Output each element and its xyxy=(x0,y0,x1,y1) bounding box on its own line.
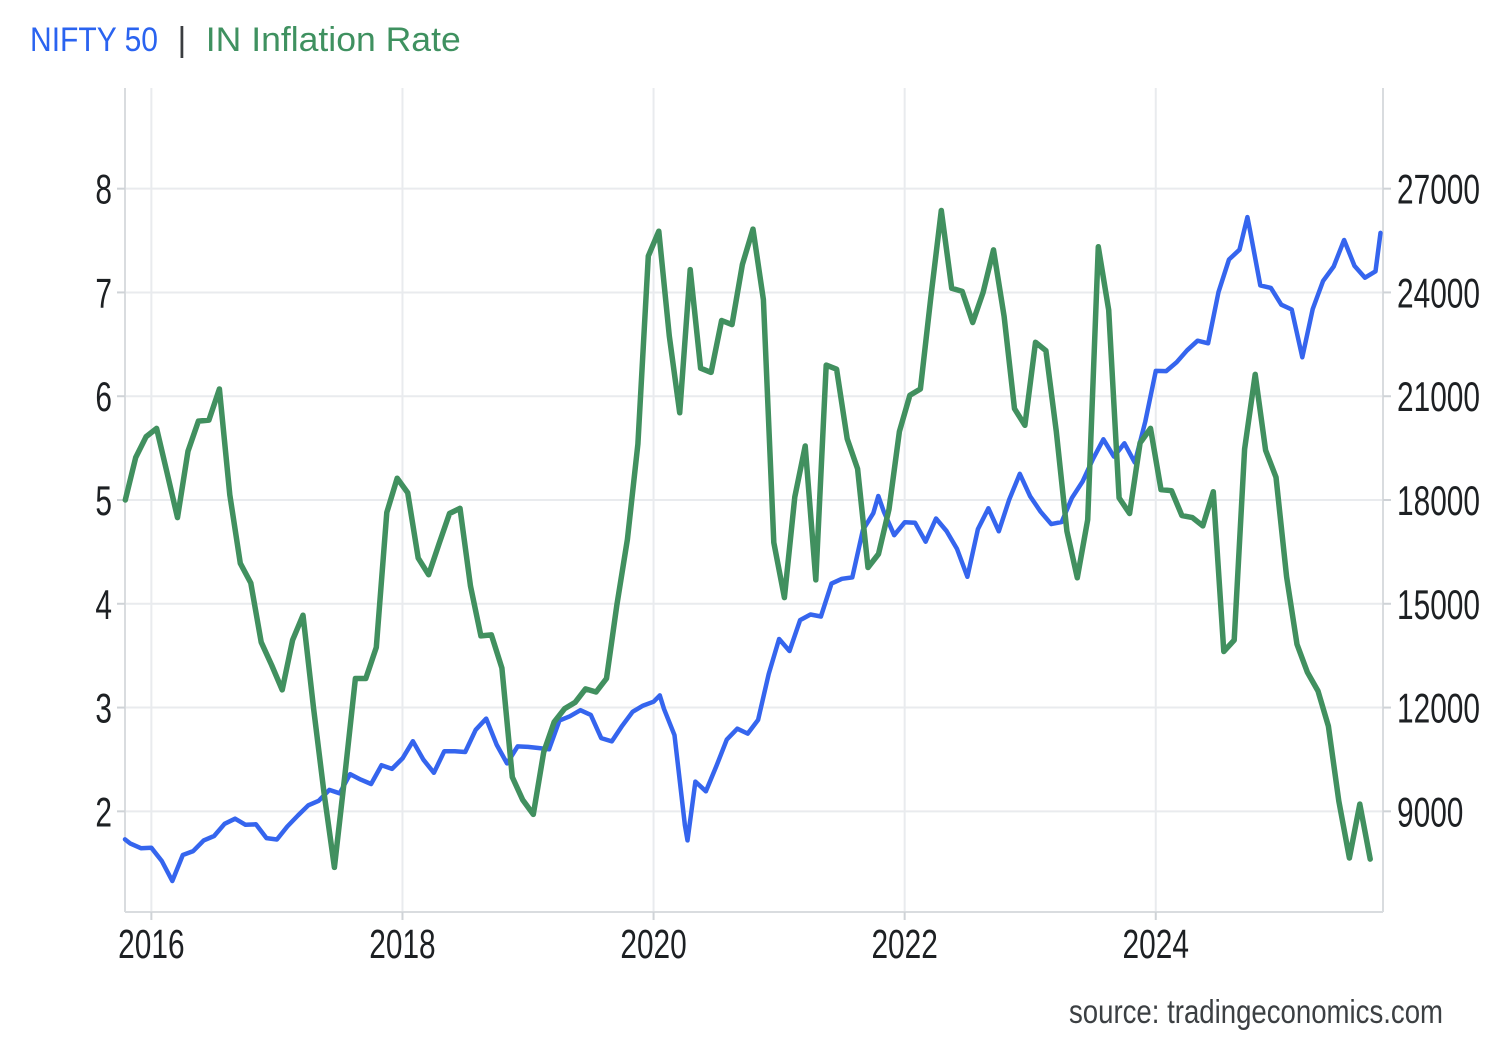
y-left-tick-label: 2 xyxy=(95,788,112,835)
y-right-tick-label: 15000 xyxy=(1397,581,1480,628)
title-nifty50-link[interactable]: NIFTY 50 xyxy=(30,21,158,59)
y-right-tick-label: 27000 xyxy=(1397,166,1480,213)
y-left-tick-label: 7 xyxy=(95,269,112,316)
y-right-tick-label: 9000 xyxy=(1397,788,1463,835)
title-separator: | xyxy=(177,21,186,59)
y-right-tick-label: 18000 xyxy=(1397,477,1480,524)
y-right-tick-label: 12000 xyxy=(1397,685,1480,732)
chart-title: NIFTY 50 | IN Inflation Rate xyxy=(30,21,461,59)
axis-labels: 2 3 4 5 6 7 8 9000 12000 15000 18000 21000 24000 2700… xyxy=(95,166,1480,967)
y-left-tick-label: 4 xyxy=(95,581,112,628)
series-line-in-inflation-rate xyxy=(122,207,1373,871)
y-left-tick-label: 3 xyxy=(95,685,112,732)
x-axis-tick-label: 2024 xyxy=(1123,921,1189,967)
gridlines xyxy=(125,88,1383,912)
title-inflation-link[interactable]: IN Inflation Rate xyxy=(206,21,461,59)
series-lines xyxy=(122,207,1383,884)
y-left-tick-label: 6 xyxy=(95,373,112,420)
y-left-tick-label: 8 xyxy=(95,166,112,213)
x-axis-tick-label: 2020 xyxy=(620,921,686,967)
source-attribution: source: tradingeconomics.com xyxy=(1069,993,1443,1030)
series-line-nifty-50 xyxy=(122,214,1383,884)
x-axis-tick-label: 2022 xyxy=(871,921,937,967)
x-axis-tick-label: 2016 xyxy=(118,921,184,967)
y-right-tick-label: 21000 xyxy=(1397,373,1480,420)
y-right-tick-label: 24000 xyxy=(1397,269,1480,316)
y-left-tick-label: 5 xyxy=(95,477,112,524)
plot-area[interactable] xyxy=(125,88,1383,912)
x-axis-tick-label: 2018 xyxy=(369,921,435,967)
